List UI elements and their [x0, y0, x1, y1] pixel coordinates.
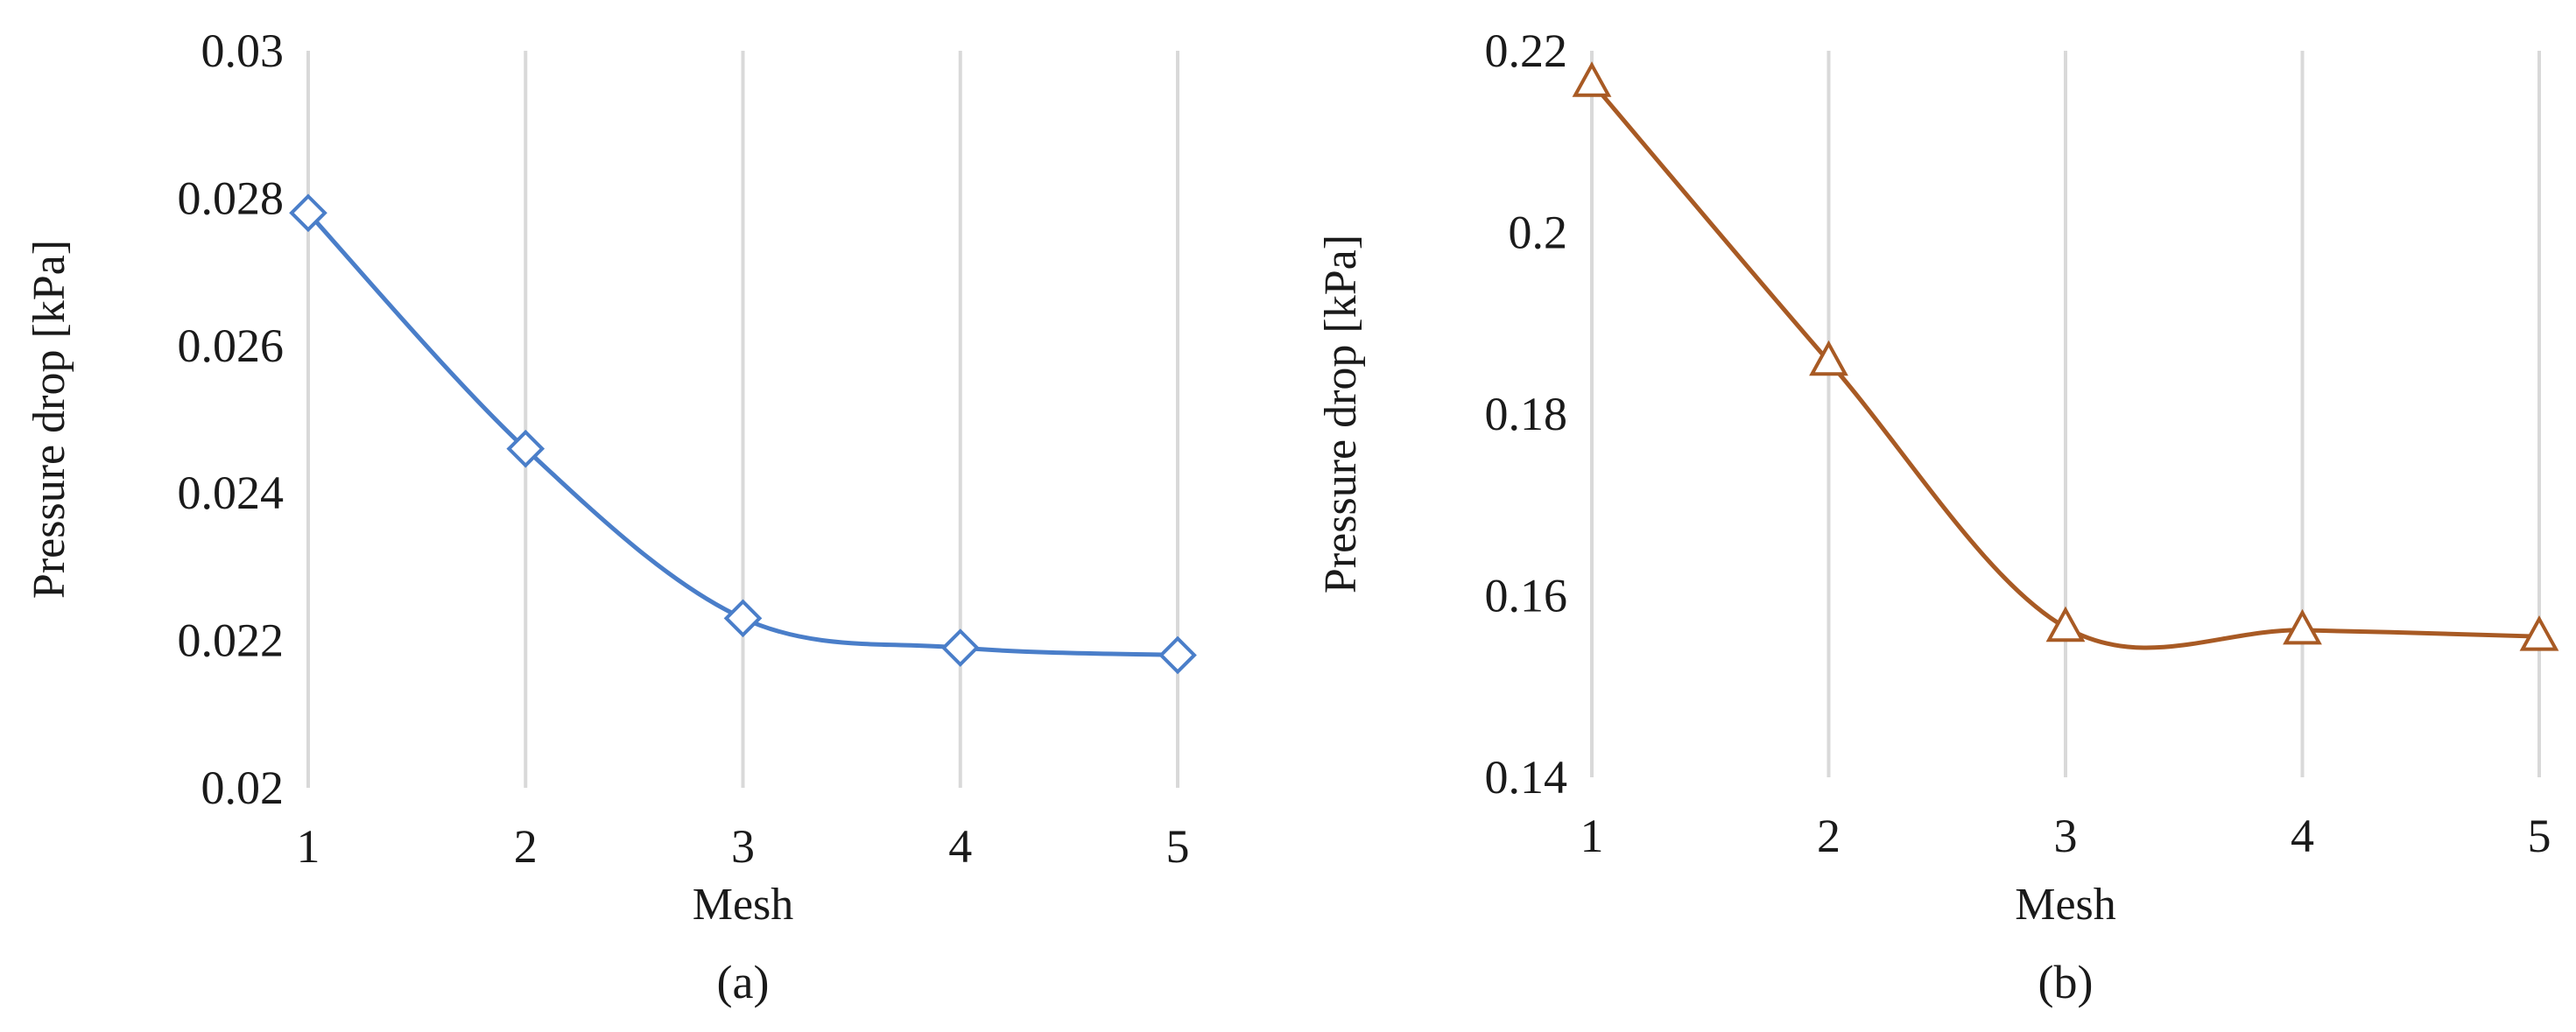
- x-tick-label: 1: [1580, 810, 1604, 862]
- x-axis-label: Mesh: [693, 880, 794, 930]
- y-tick-label: 0.2: [1509, 207, 1568, 259]
- data-point: [1572, 61, 1612, 97]
- x-tick-label: 5: [1166, 820, 1190, 873]
- data-point: [2045, 606, 2086, 642]
- y-tick-label: 0.18: [1485, 388, 1568, 440]
- data-point: [1809, 340, 1848, 376]
- y-tick-label: 0.03: [201, 25, 285, 77]
- x-axis-label: Mesh: [2015, 880, 2116, 930]
- x-tick-label: 4: [948, 820, 972, 873]
- y-tick-label: 0.02: [201, 762, 285, 814]
- y-axis-label: Pressure drop [kPa]: [1316, 235, 1366, 593]
- data-point: [723, 599, 763, 638]
- data-point: [2283, 608, 2322, 645]
- y-tick-label: 0.026: [178, 319, 285, 372]
- x-tick-label: 3: [2054, 810, 2078, 862]
- data-point: [1158, 635, 1197, 675]
- chart-caption: (a): [717, 956, 770, 1008]
- x-tick-label: 2: [514, 820, 538, 873]
- x-tick-label: 1: [297, 820, 320, 873]
- y-tick-label: 0.024: [178, 467, 285, 519]
- y-tick-label: 0.16: [1485, 570, 1568, 622]
- chart-caption: (b): [2038, 956, 2094, 1008]
- x-tick-label: 5: [2528, 810, 2551, 862]
- y-tick-label: 0.22: [1485, 25, 1568, 77]
- data-point: [289, 193, 327, 233]
- chart-a: 0.02 0.022 0.024 0.026 0.028 0.03 1 2 3 4 5 Mesh Pre…: [25, 25, 1197, 1008]
- y-tick-label: 0.028: [178, 172, 285, 224]
- series-line: [1590, 81, 2540, 650]
- series-line: [306, 211, 1179, 657]
- y-tick-label: 0.022: [178, 614, 285, 667]
- chart-b: 0.14 0.16 0.18 0.2 0.22 1 2 3 4 5 Mesh Pressure dro…: [1316, 25, 2559, 1008]
- x-tick-label: 4: [2291, 810, 2314, 862]
- data-point: [940, 628, 980, 667]
- y-axis-label: Pressure drop [kPa]: [25, 240, 74, 599]
- y-tick-label: 0.14: [1485, 751, 1568, 804]
- x-tick-label: 3: [731, 820, 755, 873]
- data-point: [506, 429, 545, 468]
- data-point: [2519, 615, 2559, 651]
- x-tick-label: 2: [1817, 810, 1841, 862]
